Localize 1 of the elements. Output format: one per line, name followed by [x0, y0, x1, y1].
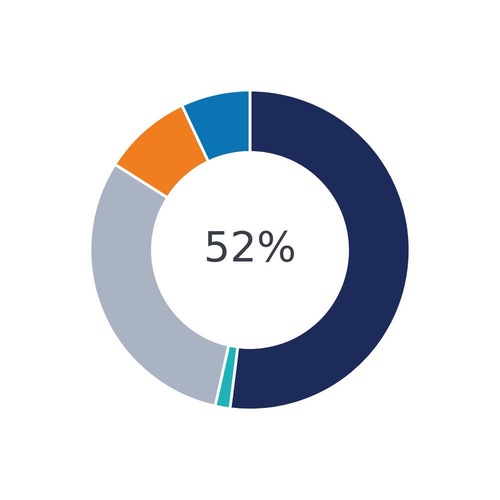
text: 52%	[206, 230, 294, 262]
